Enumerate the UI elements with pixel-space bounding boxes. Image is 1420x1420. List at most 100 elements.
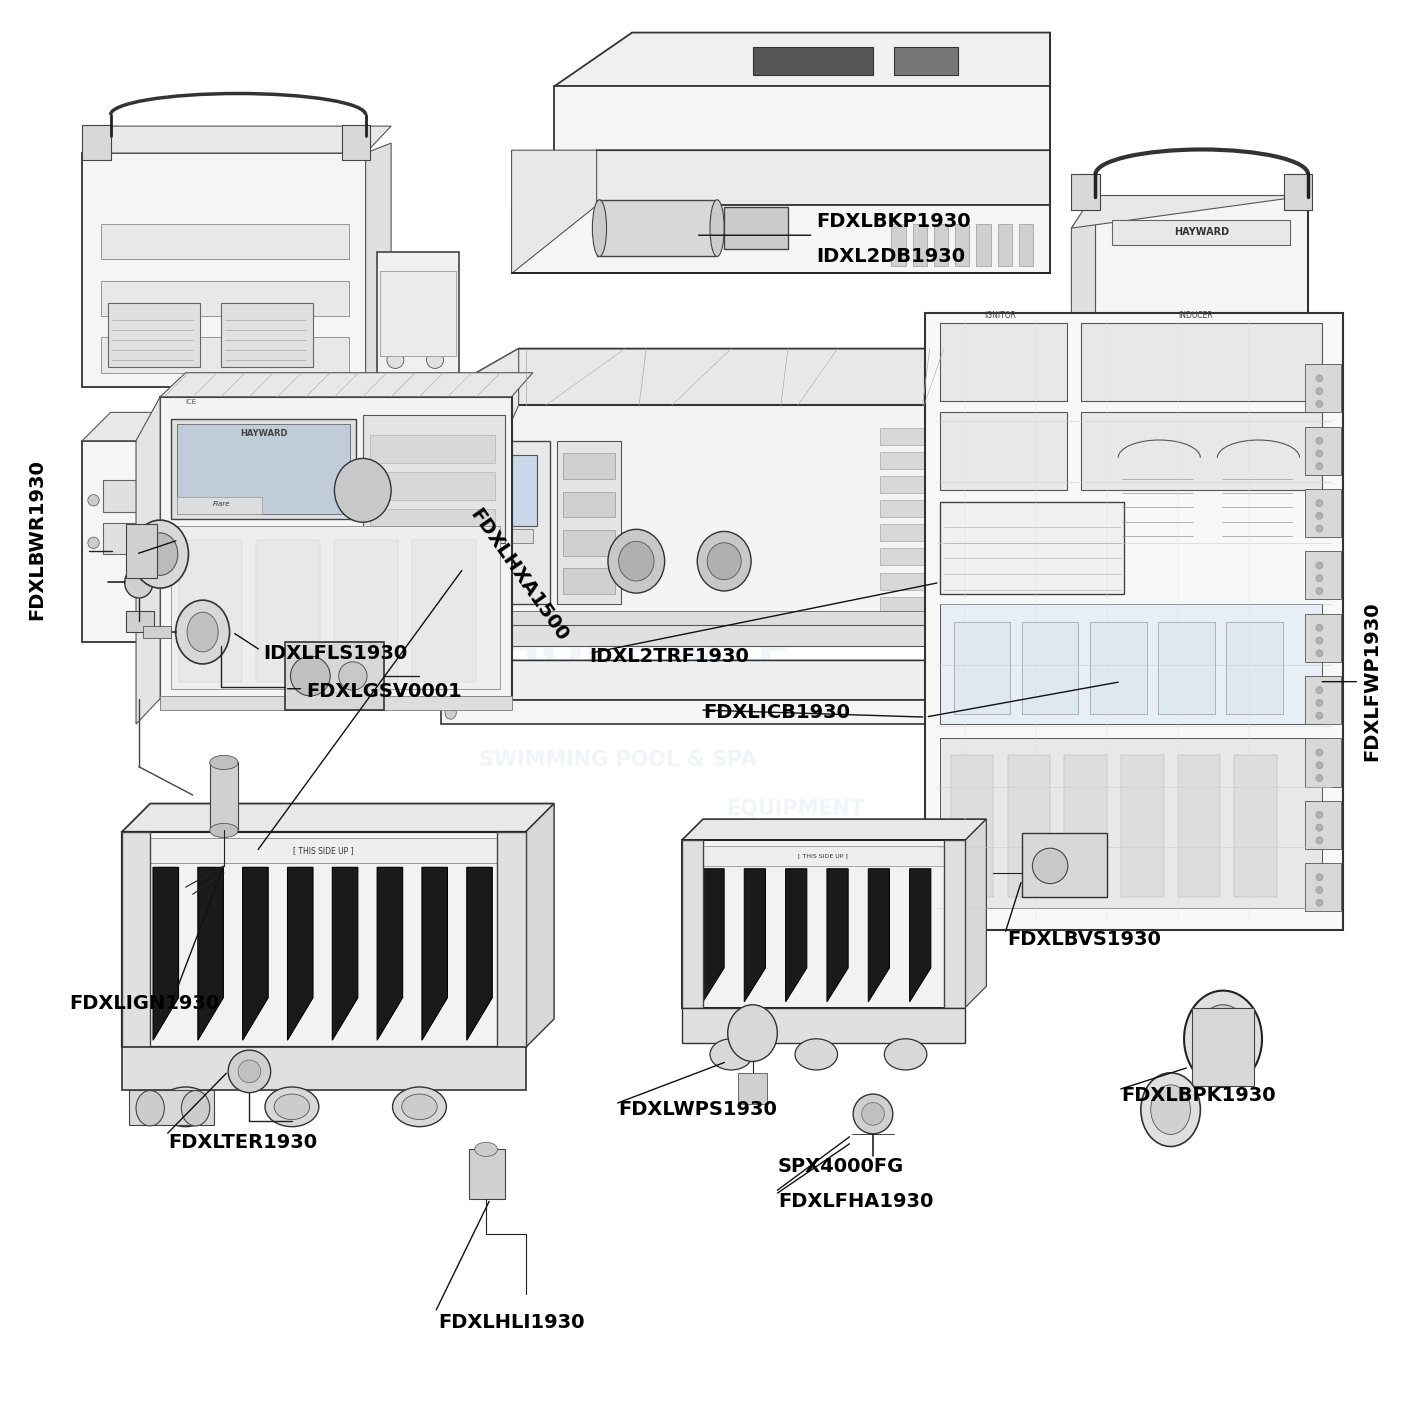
Text: FDXLHLI1930: FDXLHLI1930 [437,1312,585,1332]
Ellipse shape [335,459,391,523]
Text: FDXLBKP1930: FDXLBKP1930 [816,212,971,230]
Bar [1177,755,1220,897]
Text: EQUIPMENT: EQUIPMENT [726,799,865,819]
Bar [82,153,365,386]
Polygon shape [966,819,987,1008]
Text: IDXL2DB1930: IDXL2DB1930 [816,247,966,266]
Polygon shape [365,143,390,386]
Bar [687,846,960,866]
Bar [1305,676,1340,724]
Bar [880,452,1008,469]
Polygon shape [122,804,554,832]
Bar [369,471,494,500]
Ellipse shape [1316,700,1323,707]
Text: SWIMMING POOL & SPA: SWIMMING POOL & SPA [479,750,757,770]
Ellipse shape [1316,450,1323,457]
Text: WHOLESALE: WHOLESALE [444,629,791,677]
Ellipse shape [1032,848,1068,883]
Text: FDXLICB1930: FDXLICB1930 [703,703,851,723]
Bar [1095,196,1308,613]
Ellipse shape [1316,761,1323,768]
Text: FDXLWPS1930: FDXLWPS1930 [618,1100,777,1119]
Ellipse shape [1316,873,1323,880]
Bar [1118,457,1200,542]
Polygon shape [136,396,160,724]
Bar [335,540,398,682]
Bar [1305,738,1340,787]
Text: INDUCER: INDUCER [1179,311,1214,321]
Bar [682,841,966,1008]
Ellipse shape [1316,400,1323,408]
Ellipse shape [1316,625,1323,632]
Bar [101,224,348,260]
Polygon shape [1072,196,1095,625]
Ellipse shape [1288,589,1302,604]
Bar [511,206,1051,274]
Bar [977,224,991,267]
Ellipse shape [592,200,606,257]
Bar [682,841,966,1008]
Ellipse shape [1099,433,1113,447]
Bar [179,540,243,682]
Polygon shape [160,372,532,396]
Ellipse shape [1099,589,1113,604]
Bar [554,87,1051,153]
Bar [1020,224,1034,267]
Bar [1284,175,1312,210]
Bar [940,604,1322,724]
Ellipse shape [392,1086,446,1126]
Ellipse shape [1316,388,1323,395]
Bar [108,304,200,366]
Ellipse shape [1316,824,1323,831]
Ellipse shape [885,1039,927,1071]
Ellipse shape [1316,588,1323,595]
Bar [126,611,155,632]
Bar [412,540,476,682]
Bar [880,524,1008,541]
Polygon shape [554,33,1051,87]
Ellipse shape [1316,525,1323,532]
Ellipse shape [266,1086,320,1126]
Ellipse shape [1316,886,1323,893]
Text: HAYWARD: HAYWARD [240,429,287,439]
Bar [954,622,1011,714]
Bar [913,224,927,267]
Bar [1225,622,1282,714]
Bar [172,419,355,518]
Bar [104,523,345,554]
Text: FDXLGSV0001: FDXLGSV0001 [307,682,462,701]
Bar [160,696,511,710]
Bar [419,625,1051,646]
Polygon shape [682,819,987,841]
Ellipse shape [1316,562,1323,569]
Ellipse shape [707,542,741,579]
Bar [880,427,1008,444]
Bar [895,47,959,75]
Bar [101,338,348,372]
Ellipse shape [1316,575,1323,582]
Ellipse shape [88,537,99,548]
Ellipse shape [1184,991,1262,1086]
Text: SPX4000FG: SPX4000FG [778,1157,905,1176]
Bar [440,528,532,542]
Ellipse shape [339,662,366,690]
Ellipse shape [1316,774,1323,781]
Bar [880,548,1008,565]
Polygon shape [197,868,223,1041]
Bar [440,700,1022,724]
Ellipse shape [386,304,403,321]
Polygon shape [467,868,493,1041]
Polygon shape [243,868,268,1041]
Text: IGNITOR: IGNITOR [984,311,1017,321]
Bar [1234,755,1277,897]
Ellipse shape [187,612,219,652]
Bar [369,508,494,537]
Ellipse shape [168,1093,203,1119]
Polygon shape [744,869,765,1003]
Text: FDXLFHA1930: FDXLFHA1930 [778,1193,933,1211]
Bar [940,738,1322,909]
Ellipse shape [386,351,403,368]
Bar [940,324,1068,400]
Bar [956,224,970,267]
Ellipse shape [1316,811,1323,818]
